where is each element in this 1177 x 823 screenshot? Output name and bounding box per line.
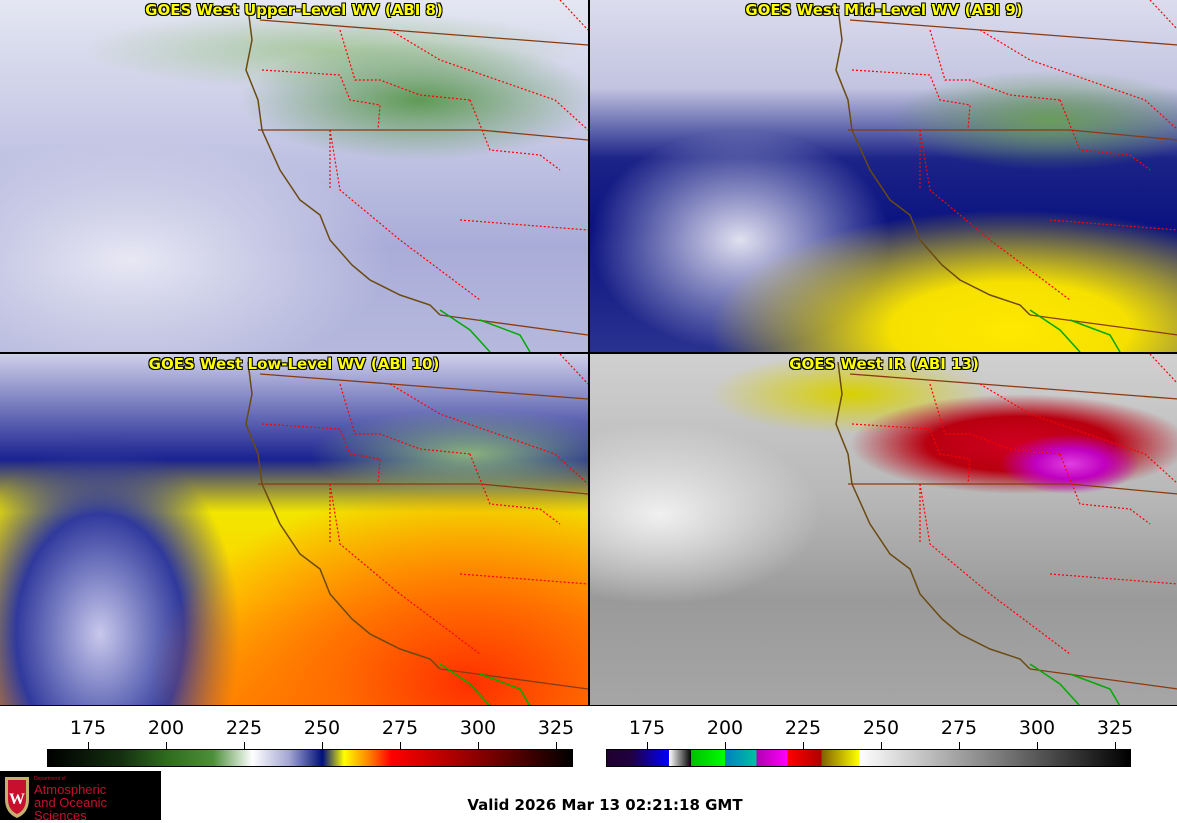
bottom-divider bbox=[0, 705, 1177, 706]
infrared-tick-label: 275 bbox=[940, 717, 978, 739]
infrared-tick bbox=[881, 742, 882, 749]
water-vapor-tick-label: 300 bbox=[459, 717, 497, 739]
water-vapor-tick bbox=[400, 742, 401, 749]
water-vapor-tick-label: 175 bbox=[69, 717, 107, 739]
infrared-tick bbox=[1037, 742, 1038, 749]
infrared-tick bbox=[959, 742, 960, 749]
map-overlay bbox=[245, 354, 588, 706]
infrared-tick-label: 175 bbox=[628, 717, 666, 739]
panel-title: GOES West IR (ABI 13) bbox=[789, 355, 979, 373]
panel-low-level-wv: GOES West Low-Level WV (ABI 10) bbox=[0, 354, 588, 706]
water-vapor-tick bbox=[166, 742, 167, 749]
uw-aos-logo: W Department of Atmospheric and Oceanic S… bbox=[0, 771, 161, 823]
panel-title: GOES West Upper-Level WV (ABI 8) bbox=[145, 1, 443, 19]
map-overlay bbox=[835, 0, 1177, 352]
panel-ir: GOES West IR (ABI 13) bbox=[590, 354, 1177, 706]
water-vapor-tick bbox=[322, 742, 323, 749]
panel-title: GOES West Mid-Level WV (ABI 9) bbox=[745, 1, 1023, 19]
logo-oceanic: and Oceanic Sciences bbox=[34, 795, 107, 823]
infrared-tick bbox=[1115, 742, 1116, 749]
water-vapor-tick-label: 275 bbox=[381, 717, 419, 739]
logo-department: Department of bbox=[34, 776, 66, 782]
infrared-tick bbox=[725, 742, 726, 749]
infrared-tick bbox=[647, 742, 648, 749]
infrared-tick-label: 300 bbox=[1018, 717, 1056, 739]
water-vapor-tick bbox=[244, 742, 245, 749]
panel-mid-level-wv: GOES West Mid-Level WV (ABI 9) bbox=[590, 0, 1177, 352]
water-vapor-tick bbox=[478, 742, 479, 749]
map-overlay bbox=[245, 0, 588, 352]
water-vapor-tick bbox=[556, 742, 557, 749]
valid-time: Valid 2026 Mar 13 02:21:18 GMT bbox=[467, 796, 743, 814]
ir-colorbar bbox=[606, 749, 1131, 767]
uw-crest-icon: W bbox=[5, 777, 29, 818]
panel-upper-level-wv: GOES West Upper-Level WV (ABI 8) bbox=[0, 0, 588, 352]
horizontal-divider bbox=[0, 352, 1177, 354]
infrared-tick-label: 325 bbox=[1096, 717, 1134, 739]
water-vapor-tick-label: 250 bbox=[303, 717, 341, 739]
svg-text:W: W bbox=[9, 791, 25, 808]
water-vapor-tick-label: 200 bbox=[147, 717, 185, 739]
water-vapor-tick bbox=[88, 742, 89, 749]
infrared-tick bbox=[803, 742, 804, 749]
map-overlay bbox=[835, 354, 1177, 706]
infrared-tick-label: 250 bbox=[862, 717, 900, 739]
logo-atmospheric: Atmospheric bbox=[34, 782, 107, 797]
panel-title: GOES West Low-Level WV (ABI 10) bbox=[148, 355, 440, 373]
infrared-tick-label: 225 bbox=[784, 717, 822, 739]
water-vapor-tick-label: 225 bbox=[225, 717, 263, 739]
infrared-tick-label: 200 bbox=[706, 717, 744, 739]
water-vapor-tick-label: 325 bbox=[537, 717, 575, 739]
wv-colorbar bbox=[47, 749, 573, 767]
